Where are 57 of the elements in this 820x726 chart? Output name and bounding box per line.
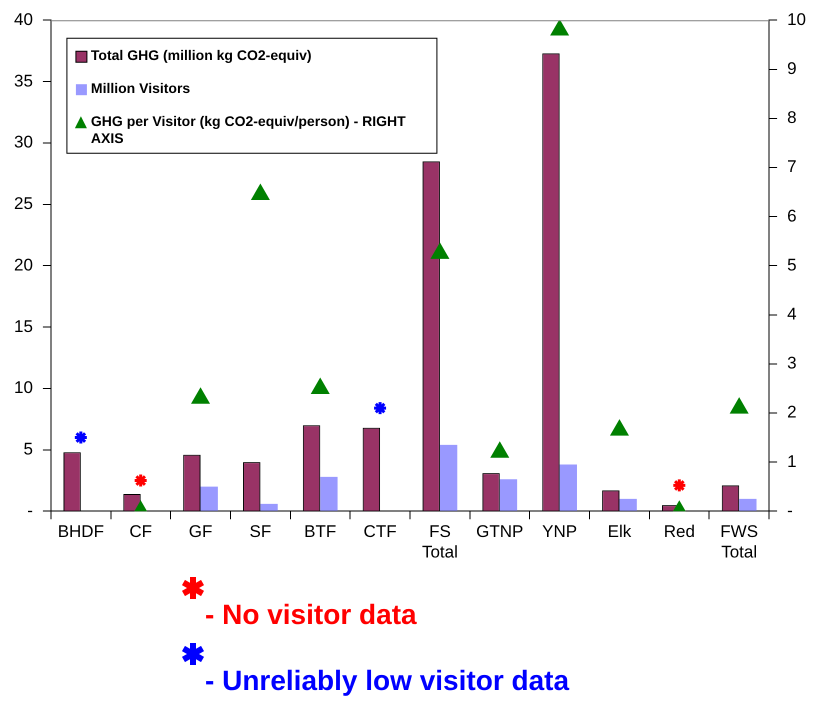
point: [73, 430, 88, 446]
point: [191, 388, 210, 404]
bar: [560, 464, 577, 511]
y-tick-label: 20: [14, 255, 33, 274]
legend-label: Million Visitors: [90, 80, 190, 96]
y2-tick-label: 1: [787, 452, 797, 471]
y-tick-label: 15: [14, 316, 33, 336]
bar: [739, 498, 757, 511]
y2-tick-label: 10: [787, 10, 806, 29]
y-tick-label: 5: [23, 440, 33, 459]
point: [610, 420, 629, 436]
x-tick-label: BHDF: [58, 522, 104, 542]
bar: [500, 479, 518, 511]
point: [730, 398, 748, 414]
y2-tick-label: 7: [787, 157, 797, 176]
x-tick-label: BTF: [304, 522, 336, 542]
x-tick-label: GTNP: [476, 522, 524, 542]
bar: [260, 504, 278, 511]
y-tick-label: 35: [14, 71, 33, 90]
bar: [200, 486, 218, 511]
point: [372, 400, 388, 416]
y-tick-label: 30: [14, 132, 33, 152]
point: [672, 478, 687, 493]
x-tick-label: SF: [250, 522, 272, 542]
point: [490, 442, 509, 458]
y2-tick-label: -: [787, 500, 793, 520]
point: [430, 242, 450, 259]
x-tick-label: Red: [664, 522, 695, 542]
point: [550, 20, 569, 36]
y2-tick-label: 2: [787, 402, 797, 422]
x-tick-label: CF: [129, 522, 152, 542]
bar: [320, 476, 338, 511]
legend-label: Total GHG (million kg CO2-equiv): [90, 47, 312, 64]
x-tick-label: FS Total: [422, 522, 458, 562]
y2-tick-label: 4: [787, 304, 797, 324]
y2-tick-label: 5: [787, 255, 797, 274]
point: [251, 184, 270, 200]
y2-tick-label: 6: [787, 206, 797, 226]
text: - No visitor data: [205, 599, 418, 630]
y2-tick-label: 8: [787, 108, 797, 128]
point: [133, 473, 148, 488]
x-tick-label: YNP: [542, 522, 578, 542]
y2-tick-label: 3: [787, 354, 797, 373]
y-tick-label: 10: [14, 378, 33, 398]
bar: [440, 444, 458, 511]
point: [311, 378, 330, 394]
x-tick-label: GF: [188, 522, 212, 542]
y-tick-label: 25: [14, 194, 33, 214]
text: - Unreliably low visitor data: [205, 665, 570, 696]
y-tick-label: 40: [14, 10, 33, 29]
x-tick-label: Elk: [608, 522, 632, 542]
x-tick-label: FWS Total: [720, 522, 758, 562]
bar: [619, 498, 637, 511]
y2-tick-label: 9: [787, 58, 797, 78]
legend-label: GHG per Visitor (kg CO2-equiv/person) - RIGHT AXIS: [90, 113, 406, 146]
y-tick-label: -: [27, 500, 33, 520]
x-tick-label: CTF: [364, 522, 397, 542]
